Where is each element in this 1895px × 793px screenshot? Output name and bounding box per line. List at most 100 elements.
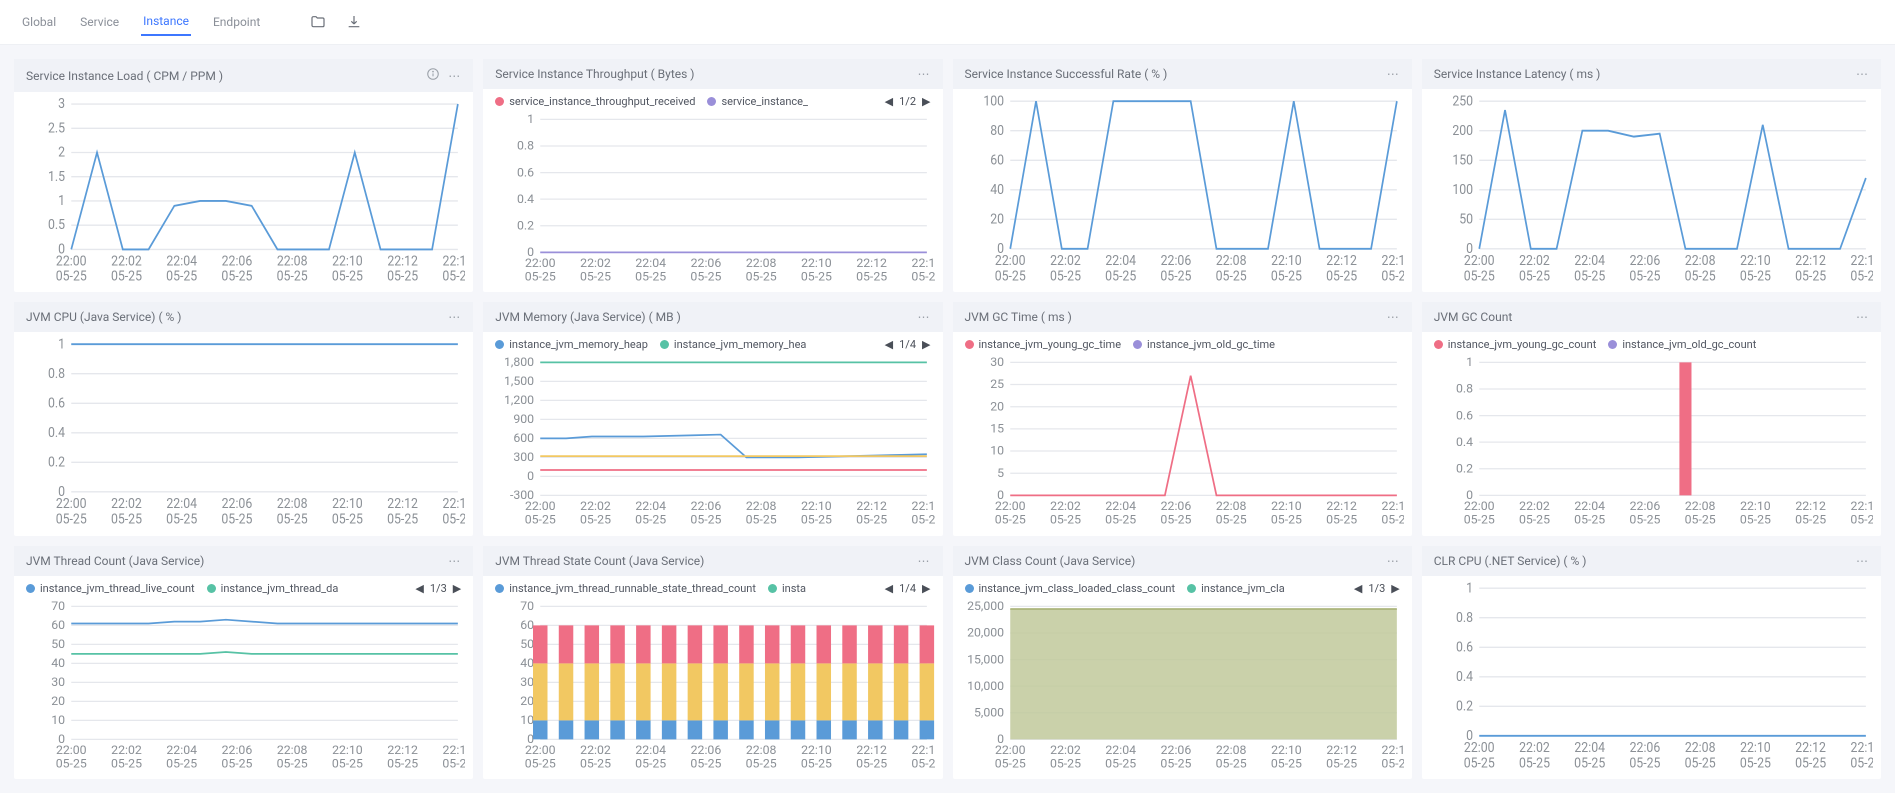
chart: 05010015020025022:0005-2522:0205-2522:04…	[1422, 89, 1881, 292]
svg-text:22:02: 22:02	[111, 254, 142, 270]
legend-item[interactable]: service_instance_	[707, 95, 808, 108]
more-icon[interactable]: ⋯	[918, 310, 931, 324]
legend-prev-icon[interactable]: ◀	[1354, 582, 1362, 595]
svg-text:05-25: 05-25	[1105, 757, 1136, 771]
svg-text:05-25: 05-25	[912, 271, 935, 285]
svg-text:05-25: 05-25	[1795, 269, 1826, 285]
svg-text:22:00: 22:00	[56, 744, 87, 758]
svg-text:22:12: 22:12	[1795, 740, 1826, 756]
legend-next-icon[interactable]: ▶	[453, 582, 461, 595]
svg-text:05-25: 05-25	[1270, 757, 1301, 771]
svg-text:600: 600	[514, 432, 535, 446]
svg-text:150: 150	[1452, 153, 1473, 169]
legend-item[interactable]: instance_jvm_cla	[1187, 582, 1285, 595]
svg-text:05-25: 05-25	[332, 512, 363, 528]
tab-instance[interactable]: Instance	[141, 8, 191, 36]
more-icon[interactable]: ⋯	[1856, 310, 1869, 324]
legend-item[interactable]: service_instance_throughput_received	[495, 95, 695, 108]
panel-clr: CLR CPU (.NET Service) ( % ) ⋯ 00.20.40.60…	[1422, 546, 1881, 779]
folder-icon[interactable]	[310, 14, 326, 30]
svg-text:22:10: 22:10	[1740, 740, 1771, 756]
svg-text:05-25: 05-25	[1519, 755, 1550, 771]
legend-item[interactable]: instance_jvm_old_gc_time	[1133, 338, 1275, 351]
legend-item[interactable]: instance_jvm_young_gc_time	[965, 338, 1122, 351]
svg-text:30: 30	[990, 356, 1004, 370]
legend-item[interactable]: instance_jvm_memory_hea	[660, 338, 806, 351]
info-icon[interactable]	[426, 67, 440, 84]
more-icon[interactable]: ⋯	[1387, 554, 1400, 568]
svg-text:22:02: 22:02	[1519, 501, 1550, 515]
legend-label: instance_jvm_memory_hea	[674, 338, 806, 351]
svg-text:05-25: 05-25	[994, 269, 1025, 285]
svg-text:05-25: 05-25	[994, 757, 1025, 771]
tab-global[interactable]: Global	[20, 9, 58, 35]
more-icon[interactable]: ⋯	[918, 67, 931, 81]
legend-item[interactable]: instance_jvm_young_gc_count	[1434, 338, 1597, 351]
legend-item[interactable]: instance_jvm_thread_da	[207, 582, 339, 595]
svg-text:22:02: 22:02	[580, 744, 611, 758]
svg-text:22:08: 22:08	[746, 501, 777, 515]
more-icon[interactable]: ⋯	[1387, 67, 1400, 81]
svg-text:22:08: 22:08	[1215, 254, 1246, 270]
more-icon[interactable]: ⋯	[448, 310, 461, 324]
more-icon[interactable]: ⋯	[1387, 310, 1400, 324]
download-icon[interactable]	[346, 14, 362, 30]
svg-text:05-25: 05-25	[801, 514, 832, 528]
more-icon[interactable]: ⋯	[918, 554, 931, 568]
svg-text:0.2: 0.2	[517, 219, 534, 233]
svg-text:0.6: 0.6	[48, 396, 65, 412]
chart: 01020304050607022:0005-2522:0205-2522:04…	[14, 595, 473, 779]
svg-text:22:02: 22:02	[111, 744, 142, 758]
svg-text:5: 5	[997, 467, 1004, 481]
svg-text:0.5: 0.5	[48, 218, 65, 234]
svg-text:05-25: 05-25	[856, 757, 887, 771]
tab-endpoint[interactable]: Endpoint	[211, 9, 262, 35]
svg-text:05-25: 05-25	[442, 757, 465, 771]
svg-text:22:08: 22:08	[1215, 501, 1246, 515]
legend-label: instance_jvm_old_gc_count	[1622, 338, 1756, 351]
legend-prev-icon[interactable]: ◀	[885, 95, 893, 108]
svg-text:05-25: 05-25	[1326, 269, 1357, 285]
legend-item[interactable]: instance_jvm_thread_runnable_state_threa…	[495, 582, 756, 595]
legend-prev-icon[interactable]: ◀	[885, 338, 893, 351]
svg-text:05-25: 05-25	[1326, 514, 1357, 528]
chart: 00.20.40.60.8122:0005-2522:0205-2522:040…	[1422, 576, 1881, 779]
legend-item[interactable]: instance_jvm_thread_live_count	[26, 582, 195, 595]
svg-text:22:08: 22:08	[1685, 254, 1716, 270]
legend-item[interactable]: instance_jvm_memory_heap	[495, 338, 648, 351]
panel-title: CLR CPU (.NET Service) ( % )	[1434, 554, 1587, 568]
more-icon[interactable]: ⋯	[448, 69, 461, 83]
legend-item[interactable]: instance_jvm_old_gc_count	[1608, 338, 1756, 351]
legend-prev-icon[interactable]: ◀	[415, 582, 423, 595]
svg-text:22:06: 22:06	[691, 744, 722, 758]
svg-text:22:00: 22:00	[525, 501, 556, 515]
legend-item[interactable]: insta	[768, 582, 806, 595]
svg-text:05-25: 05-25	[1740, 269, 1771, 285]
legend-prev-icon[interactable]: ◀	[885, 582, 893, 595]
svg-text:22:10: 22:10	[1271, 744, 1302, 758]
svg-text:05-25: 05-25	[635, 757, 666, 771]
legend-label: instance_jvm_thread_live_count	[40, 582, 195, 595]
more-icon[interactable]: ⋯	[448, 554, 461, 568]
svg-text:22:12: 22:12	[857, 501, 888, 515]
svg-text:05-25: 05-25	[1574, 514, 1605, 528]
svg-text:22:14: 22:14	[912, 257, 935, 271]
legend-next-icon[interactable]: ▶	[922, 338, 930, 351]
legend-item[interactable]: instance_jvm_class_loaded_class_count	[965, 582, 1176, 595]
topnav: Global Service Instance Endpoint	[0, 0, 1895, 45]
svg-text:05-25: 05-25	[801, 757, 832, 771]
legend-next-icon[interactable]: ▶	[1391, 582, 1399, 595]
legend-next-icon[interactable]: ▶	[922, 95, 930, 108]
more-icon[interactable]: ⋯	[1856, 554, 1869, 568]
more-icon[interactable]: ⋯	[1856, 67, 1869, 81]
legend-next-icon[interactable]: ▶	[922, 582, 930, 595]
svg-text:05-25: 05-25	[221, 512, 252, 528]
svg-text:22:10: 22:10	[1740, 501, 1771, 515]
panel-header: Service Instance Latency ( ms )⋯	[1422, 59, 1881, 89]
svg-text:0.6: 0.6	[1456, 410, 1473, 424]
legend-page: 1/4	[899, 582, 916, 595]
svg-text:0.2: 0.2	[1456, 699, 1473, 715]
panel-threadstate: JVM Thread State Count (Java Service)⋯in…	[483, 546, 942, 779]
tab-service[interactable]: Service	[78, 9, 121, 35]
svg-text:22:00: 22:00	[994, 501, 1025, 515]
